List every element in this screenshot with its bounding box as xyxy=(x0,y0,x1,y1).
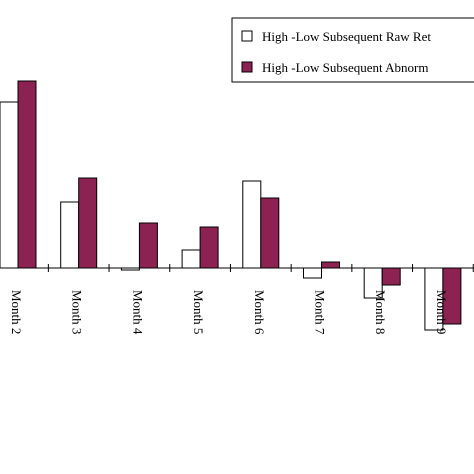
bar xyxy=(321,261,340,269)
x-tick-label: Month 2 xyxy=(9,290,24,334)
x-tick-label: Month 7 xyxy=(313,290,328,335)
legend-swatch xyxy=(241,30,253,42)
bar xyxy=(0,101,19,269)
x-tick-label: Month 3 xyxy=(70,290,85,334)
bar xyxy=(381,267,401,286)
x-tick-label: Month 5 xyxy=(191,290,206,334)
bar xyxy=(60,201,80,269)
bar xyxy=(199,226,219,269)
bar xyxy=(138,222,158,269)
legend-label: High -Low Subsequent Raw Ret xyxy=(262,29,431,44)
x-tick-label: Month 6 xyxy=(252,290,267,335)
bar xyxy=(17,80,37,269)
legend-box xyxy=(231,17,474,83)
legend-label: High -Low Subsequent Abnorm xyxy=(262,60,428,75)
bar xyxy=(260,197,280,269)
legend-swatch xyxy=(241,61,253,73)
x-tick-label: Month 8 xyxy=(373,290,388,334)
x-tick-label: Month 9 xyxy=(434,290,449,334)
bar xyxy=(78,177,98,269)
bar xyxy=(242,180,262,269)
bar xyxy=(181,249,201,269)
bar xyxy=(303,267,322,279)
x-tick-label: Month 4 xyxy=(130,290,145,335)
